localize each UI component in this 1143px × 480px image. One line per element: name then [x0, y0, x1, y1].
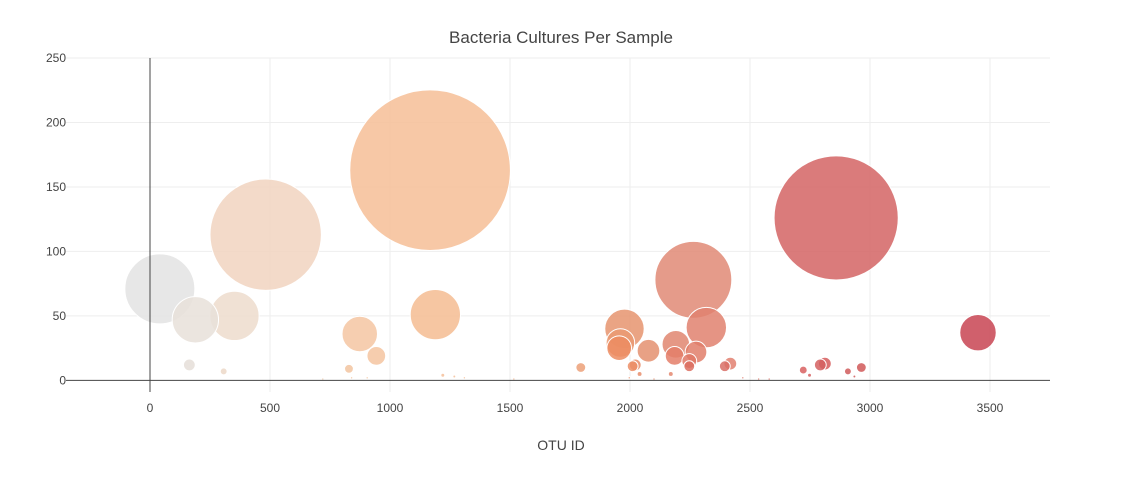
x-axis-label: OTU ID: [537, 437, 584, 453]
bubble-point[interactable]: [843, 367, 852, 376]
y-tick-label: 50: [53, 309, 67, 323]
chart-title: Bacteria Cultures Per Sample: [449, 28, 673, 47]
bubble-point[interactable]: [626, 360, 639, 373]
bubble-point[interactable]: [683, 360, 696, 373]
bubble-point[interactable]: [852, 374, 857, 379]
bubble-point[interactable]: [182, 358, 196, 372]
bubble-point[interactable]: [636, 338, 661, 363]
bubble-point[interactable]: [349, 376, 354, 380]
bubble-point[interactable]: [636, 370, 643, 377]
bubble-point[interactable]: [171, 296, 220, 344]
bubble-point[interactable]: [219, 367, 228, 376]
x-tick-label: 1500: [497, 401, 524, 415]
bubble-point[interactable]: [664, 346, 685, 366]
bubble-point[interactable]: [773, 155, 899, 281]
bubble-point[interactable]: [606, 335, 633, 361]
x-tick-label: 2000: [617, 401, 644, 415]
y-tick-label: 0: [59, 373, 66, 387]
bubble-point[interactable]: [341, 315, 379, 353]
bubble-point[interactable]: [798, 365, 808, 375]
bubble-point[interactable]: [440, 372, 446, 378]
bubble-point[interactable]: [627, 376, 631, 380]
bubble-point[interactable]: [575, 362, 587, 373]
x-tick-label: 3000: [857, 401, 884, 415]
bubble-point[interactable]: [365, 376, 369, 380]
bubble-point[interactable]: [855, 362, 867, 373]
bubble-point[interactable]: [718, 360, 731, 373]
bubble-point[interactable]: [452, 374, 457, 379]
y-tick-label: 250: [46, 51, 66, 65]
x-tick-label: 3500: [977, 401, 1004, 415]
bubble-point[interactable]: [366, 346, 387, 366]
bubble-point[interactable]: [813, 358, 827, 372]
y-tick-label: 200: [46, 115, 66, 129]
y-tick-label: 100: [46, 244, 66, 258]
bubble-point[interactable]: [654, 240, 733, 319]
bubble-point[interactable]: [462, 376, 467, 380]
bubble-point[interactable]: [807, 372, 812, 378]
bubble-point[interactable]: [349, 89, 511, 252]
bubble-point[interactable]: [344, 363, 354, 374]
bubble-point[interactable]: [409, 288, 461, 341]
x-tick-label: 500: [260, 401, 280, 415]
bubble-point[interactable]: [741, 376, 745, 380]
y-tick-label: 150: [46, 180, 66, 194]
bubble-point[interactable]: [209, 178, 322, 291]
x-tick-label: 0: [147, 401, 154, 415]
x-tick-label: 1000: [377, 401, 404, 415]
x-tick-label: 2500: [737, 401, 764, 415]
bubble-point[interactable]: [959, 313, 997, 352]
bubble-layer: [124, 89, 997, 381]
bubble-point[interactable]: [667, 370, 674, 377]
